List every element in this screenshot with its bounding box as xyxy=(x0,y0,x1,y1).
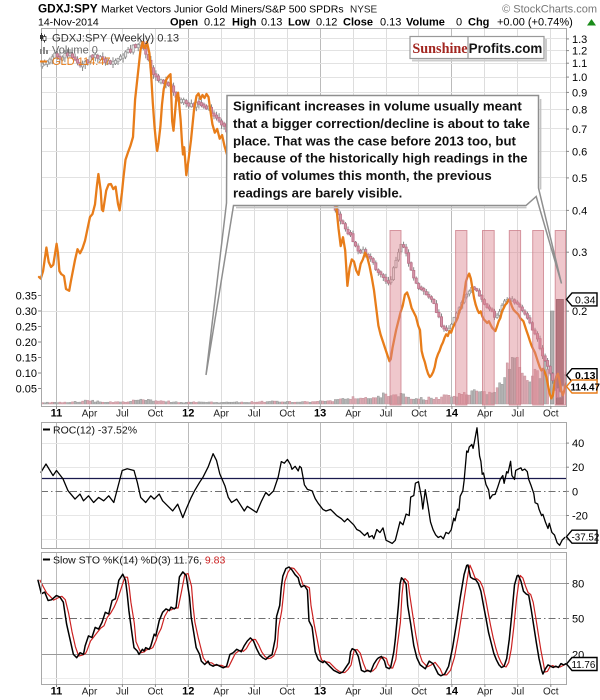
svg-text:0.3: 0.3 xyxy=(572,247,587,259)
svg-text:0.13: 0.13 xyxy=(380,17,401,29)
svg-text:Jul: Jul xyxy=(248,687,261,698)
svg-text:40: 40 xyxy=(572,438,584,450)
svg-text:0.6: 0.6 xyxy=(572,146,587,158)
svg-text:Apr: Apr xyxy=(213,409,229,420)
svg-text:Jul: Jul xyxy=(116,409,129,420)
svg-text:Apr: Apr xyxy=(477,687,493,698)
svg-text:Chg: Chg xyxy=(468,17,489,29)
svg-text:0: 0 xyxy=(456,17,462,29)
svg-text:Jul: Jul xyxy=(248,409,261,420)
svg-text:12: 12 xyxy=(182,686,194,698)
svg-text:Low: Low xyxy=(288,17,310,29)
svg-text:0.10: 0.10 xyxy=(16,368,37,380)
svg-text:GDXJ:SPY: GDXJ:SPY xyxy=(38,2,98,16)
svg-text:0.9: 0.9 xyxy=(572,87,587,99)
svg-text:Close: Close xyxy=(343,17,373,29)
svg-text:0.13: 0.13 xyxy=(261,17,282,29)
svg-text:ratio of volumes this month, t: ratio of volumes this month, the previou… xyxy=(233,168,492,183)
svg-text:13: 13 xyxy=(314,686,326,698)
svg-text:0.5: 0.5 xyxy=(572,173,587,185)
svg-text:Oct: Oct xyxy=(148,687,164,698)
svg-text:Volume: Volume xyxy=(406,17,445,29)
svg-text:+0.00 (+0.74%): +0.00 (+0.74%) xyxy=(497,17,573,29)
svg-text:Jul: Jul xyxy=(380,687,393,698)
svg-text:GLD 114.47: GLD 114.47 xyxy=(52,56,111,68)
svg-text:ROC(12) -37.52%: ROC(12) -37.52% xyxy=(53,425,137,437)
svg-text:50: 50 xyxy=(572,614,584,626)
svg-text:13: 13 xyxy=(314,408,326,420)
svg-text:Apr: Apr xyxy=(213,687,229,698)
svg-text:GDXJ:SPY (Weekly) 0.13: GDXJ:SPY (Weekly) 0.13 xyxy=(52,33,179,45)
svg-text:0.35: 0.35 xyxy=(16,291,37,303)
svg-text:Oct: Oct xyxy=(279,687,295,698)
svg-text:0.8: 0.8 xyxy=(572,105,587,117)
svg-text:Apr: Apr xyxy=(477,409,493,420)
svg-text:114.47: 114.47 xyxy=(571,383,600,394)
svg-text:because of the historically hi: because of the historically high reading… xyxy=(233,151,528,166)
svg-text:-20: -20 xyxy=(572,511,588,523)
svg-text:© StockCharts.com: © StockCharts.com xyxy=(502,4,597,16)
svg-text:Apr: Apr xyxy=(82,687,98,698)
svg-text:Apr: Apr xyxy=(82,409,98,420)
svg-text:0.12: 0.12 xyxy=(316,17,337,29)
svg-text:11: 11 xyxy=(51,408,63,420)
svg-text:Open: Open xyxy=(170,17,198,29)
svg-text:Oct: Oct xyxy=(279,409,295,420)
svg-text:Jul: Jul xyxy=(116,687,129,698)
svg-text:0.13: 0.13 xyxy=(575,370,596,382)
svg-text:20: 20 xyxy=(572,462,584,474)
svg-text:Jul: Jul xyxy=(380,409,393,420)
svg-text:1.3: 1.3 xyxy=(572,34,587,46)
svg-text:14: 14 xyxy=(446,408,459,420)
svg-text:Sunshine: Sunshine xyxy=(412,41,467,57)
svg-text:High: High xyxy=(232,17,257,29)
svg-text:0.20: 0.20 xyxy=(16,337,37,349)
svg-text:that a bigger correction/decli: that a bigger correction/decline is abou… xyxy=(233,116,530,131)
svg-text:Oct: Oct xyxy=(411,687,427,698)
svg-text:0.15: 0.15 xyxy=(16,353,37,365)
svg-text:0.12: 0.12 xyxy=(204,17,225,29)
svg-text:12: 12 xyxy=(182,408,194,420)
svg-text:Market Vectors Junior Gold Min: Market Vectors Junior Gold Miners/S&P 50… xyxy=(101,4,344,16)
svg-text:Jul: Jul xyxy=(511,409,524,420)
svg-text:Profits.com: Profits.com xyxy=(469,41,543,56)
svg-text:Apr: Apr xyxy=(345,687,361,698)
svg-text:Slow STO %K(14) %D(3) 11.76, 9: Slow STO %K(14) %D(3) 11.76, 9.83 xyxy=(53,555,226,567)
svg-text:0.2: 0.2 xyxy=(572,306,587,318)
svg-text:0: 0 xyxy=(572,486,578,498)
svg-text:Oct: Oct xyxy=(411,409,427,420)
svg-text:place. That was the case befor: place. That was the case before 2013 too… xyxy=(233,133,516,148)
svg-text:0.4: 0.4 xyxy=(572,205,587,217)
svg-text:11: 11 xyxy=(51,686,63,698)
svg-text:1.2: 1.2 xyxy=(572,46,587,58)
svg-text:14: 14 xyxy=(446,686,459,698)
svg-text:Oct: Oct xyxy=(543,687,559,698)
svg-text:0.05: 0.05 xyxy=(16,384,37,396)
svg-text:0.7: 0.7 xyxy=(572,124,587,136)
svg-text:80: 80 xyxy=(572,579,584,591)
svg-text:1.0: 1.0 xyxy=(572,72,587,84)
svg-text:0.30: 0.30 xyxy=(16,306,37,318)
svg-text:Significant increases in volum: Significant increases in volume usually … xyxy=(233,99,522,114)
svg-text:0.34: 0.34 xyxy=(575,294,596,306)
svg-text:Volume 0: Volume 0 xyxy=(52,45,98,57)
svg-text:1.1: 1.1 xyxy=(572,58,587,70)
svg-text:readings are barely visible.: readings are barely visible. xyxy=(233,186,402,201)
svg-text:14-Nov-2014: 14-Nov-2014 xyxy=(38,17,99,29)
svg-text:NYSE: NYSE xyxy=(350,5,378,16)
svg-text:11.76: 11.76 xyxy=(572,660,596,671)
svg-text:Oct: Oct xyxy=(543,409,559,420)
svg-text:Jul: Jul xyxy=(511,687,524,698)
svg-text:-37.52: -37.52 xyxy=(572,533,600,544)
svg-text:Oct: Oct xyxy=(148,409,164,420)
svg-text:0.25: 0.25 xyxy=(16,322,37,334)
svg-text:Apr: Apr xyxy=(345,409,361,420)
